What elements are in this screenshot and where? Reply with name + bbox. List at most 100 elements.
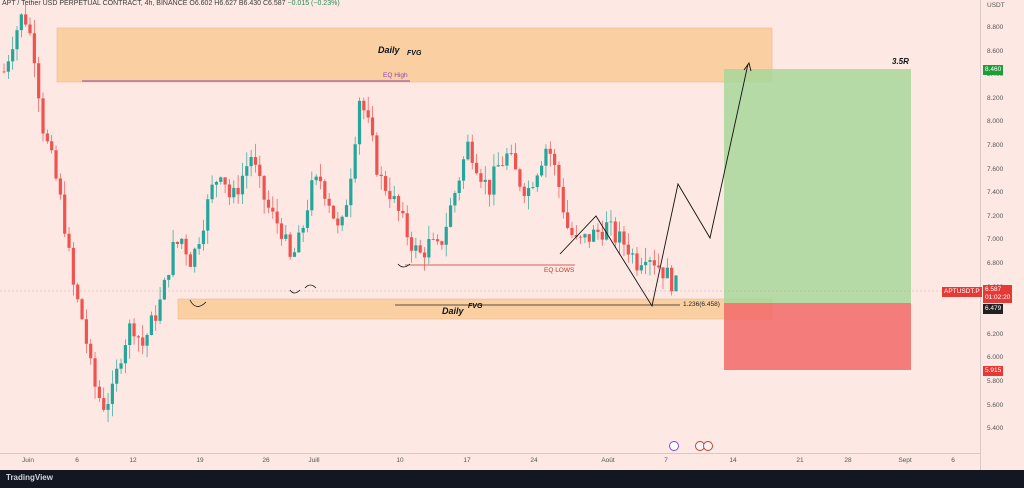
tradingview-logo[interactable]: TradingView xyxy=(6,473,53,482)
candle-body xyxy=(50,141,54,151)
eq-high-label: EQ High xyxy=(383,72,408,79)
symbol-price-tag: APTUSDT.P xyxy=(942,287,982,297)
high-value: H6.627 xyxy=(214,0,237,7)
candle-body xyxy=(383,176,388,191)
candle-body xyxy=(657,265,661,268)
time-tick: Juill xyxy=(308,457,320,464)
candle-body xyxy=(674,275,678,292)
candle-body xyxy=(184,238,188,255)
symbol-title[interactable]: APT / Tether USD PERPETUAL CONTRACT, 4h,… xyxy=(2,0,188,7)
time-axis[interactable]: Juin 6 12 19 26 Juill 10 17 24 Août 7 14 21 28 Sept 6 xyxy=(0,453,980,470)
candle-body xyxy=(366,110,370,118)
low-value: B6.430 xyxy=(238,0,262,7)
candle-body xyxy=(171,241,175,276)
candle-body xyxy=(670,267,674,292)
candle-body xyxy=(661,267,665,279)
candle-body xyxy=(431,239,435,240)
chart-pane[interactable]: APT / Tether USD PERPETUAL CONTRACT, 4h,… xyxy=(0,0,980,470)
price-axis[interactable]: USDT 8.8008.6008.4008.2008.0007.8007.600… xyxy=(980,0,1024,470)
stop-badge: 5.915 xyxy=(983,366,1004,376)
candle-body xyxy=(500,165,505,167)
candle-body xyxy=(249,157,253,167)
risk-reward-label: 3.5R xyxy=(892,57,909,66)
candle-body xyxy=(11,49,15,62)
time-tick: 21 xyxy=(796,457,804,464)
candle-body xyxy=(331,205,336,219)
candle-body xyxy=(505,153,509,166)
candle-body xyxy=(535,175,539,188)
candle-body xyxy=(6,61,10,72)
currency-label: USDT xyxy=(987,2,1005,9)
candle-body xyxy=(297,232,301,253)
candle-body xyxy=(626,244,630,255)
candle-body xyxy=(444,226,448,245)
candle-body xyxy=(448,205,453,227)
time-tick: 10 xyxy=(396,457,404,464)
fvg-zone-top xyxy=(56,27,773,83)
candle-body xyxy=(409,237,414,251)
candle-body xyxy=(622,231,626,245)
candle-body xyxy=(37,63,41,99)
candle-body xyxy=(310,180,314,211)
candle-body xyxy=(340,216,344,226)
time-tick: 26 xyxy=(262,457,270,464)
candle-body xyxy=(600,231,604,240)
candle-body xyxy=(84,319,88,344)
candle-body xyxy=(665,267,669,279)
fvg-top-label: Daily xyxy=(378,45,400,55)
fvg-bottom-sup: FVG xyxy=(468,303,483,310)
fvg-top-sup: FVG xyxy=(407,50,422,57)
candle-body xyxy=(427,239,431,258)
candle-body xyxy=(154,315,158,321)
candle-body xyxy=(158,299,162,321)
candle-body xyxy=(193,248,197,267)
candle-body xyxy=(128,323,132,346)
candle-body xyxy=(648,260,652,262)
candle-body xyxy=(219,177,223,182)
bar-countdown: 01:02:20 xyxy=(985,294,1011,301)
candle-body xyxy=(258,164,262,177)
candle-body xyxy=(110,383,114,404)
time-tick: 14 xyxy=(729,457,737,464)
candle-body xyxy=(175,241,180,244)
price-tick: 8.000 xyxy=(987,118,1004,126)
candle-body xyxy=(15,30,19,50)
candle-body xyxy=(618,231,622,243)
candle-body xyxy=(67,233,71,248)
candle-body xyxy=(253,157,258,165)
projection-path xyxy=(559,63,749,308)
candle-body xyxy=(496,165,500,167)
price-plot[interactable] xyxy=(0,0,980,453)
us-flag-event-icon[interactable] xyxy=(703,441,713,451)
swing-arrow-icon xyxy=(304,284,317,289)
lightning-event-icon[interactable] xyxy=(669,441,679,451)
candle-body xyxy=(587,234,591,242)
candle-body xyxy=(592,229,596,242)
candle-body xyxy=(644,261,648,266)
candle-body xyxy=(149,315,154,335)
price-tick: 6.000 xyxy=(987,354,1004,362)
candle-body xyxy=(266,199,271,208)
candle-body xyxy=(631,253,635,255)
price-tick: 7.400 xyxy=(987,189,1004,197)
candle-body xyxy=(370,117,375,136)
candle-body xyxy=(566,212,570,228)
time-tick: 28 xyxy=(844,457,852,464)
candle-body xyxy=(518,169,522,187)
candle-body xyxy=(89,343,93,359)
candle-body xyxy=(526,188,531,197)
candle-body xyxy=(80,299,84,320)
candle-body xyxy=(141,337,145,346)
current-price: 6.587 xyxy=(985,286,1002,293)
brand-label: TradingView xyxy=(6,473,53,482)
candle-body xyxy=(119,363,123,369)
candle-body xyxy=(97,386,101,399)
ohlc-legend: APT / Tether USD PERPETUAL CONTRACT, 4h,… xyxy=(2,0,340,7)
candle-body xyxy=(466,141,470,160)
candle-body xyxy=(414,245,418,251)
candle-body xyxy=(336,218,340,226)
candle-body xyxy=(236,187,240,195)
candle-body xyxy=(596,229,600,232)
candle-body xyxy=(405,213,409,238)
candle-body xyxy=(531,187,535,189)
